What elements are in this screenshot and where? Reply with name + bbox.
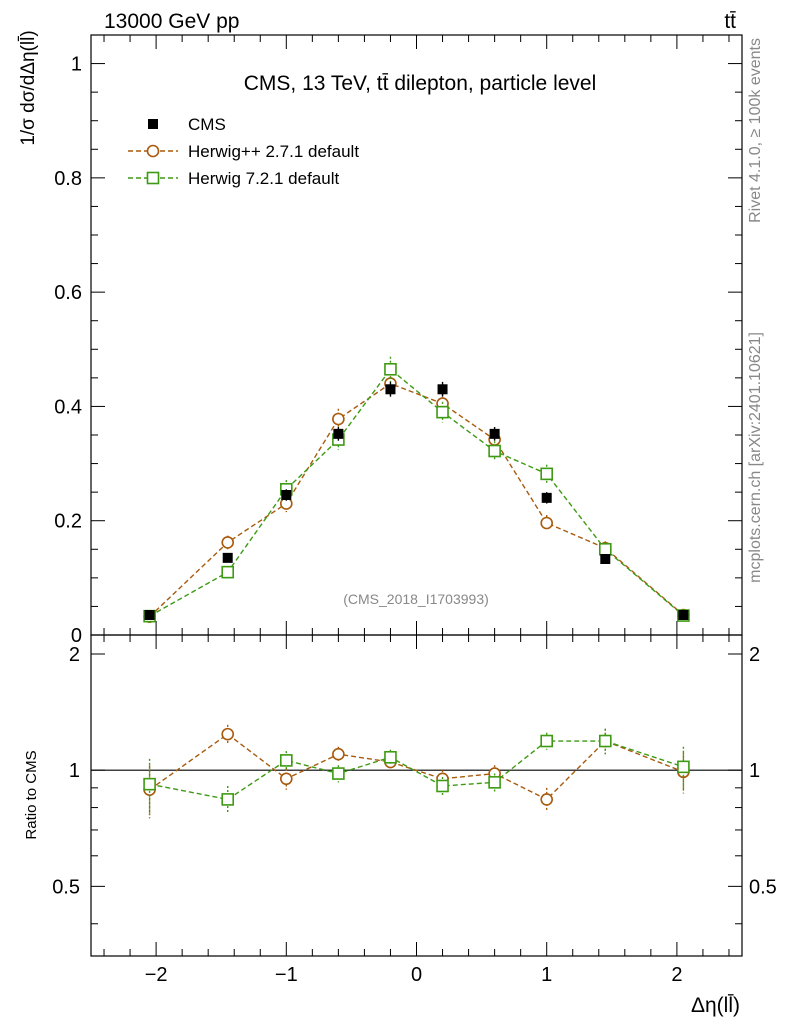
y-axis-label: 1/σ dσ/dΔη(ll̄) [18,30,39,145]
ratio-data-point [279,772,293,786]
x-tick-label: −2 [145,964,168,986]
y-tick-label: 0.8 [54,168,82,190]
ratio-series-group [143,724,690,819]
legend-item: CMS [148,115,226,134]
main-series-data [144,381,689,620]
main-data-point [384,362,397,376]
main-data-point [489,428,500,439]
x-axis-label: Δη(ll̄) [691,993,740,1017]
chart-title: CMS, 13 TeV, tt̄ dilepton, particle leve… [244,72,597,95]
ratio-tick-label: 1 [69,760,80,782]
ratio-tick-label-right: 2 [749,644,760,666]
x-tick-label: −1 [275,964,298,986]
ratio-data-point [488,776,501,789]
legend-marker [146,144,160,158]
main-data-point [540,467,554,481]
y-tick-label: 0.2 [54,511,82,533]
main-data-point [144,610,155,620]
main-series-line [149,368,684,617]
axis-tick-labels: −2 −1 0 1 200.20.40.60.810.5 0.51 12 2 [52,54,777,986]
ratio-data-point [436,779,449,793]
ratio-series-line [149,740,684,801]
ratio-data-point [540,734,554,748]
axis-ticks [91,35,742,956]
ratio-data-point [143,777,156,791]
source-label: mcplots.cern.ch [arXiv:2401.10621] [747,332,764,583]
main-data-point [488,444,501,458]
main-data-point [221,536,235,549]
ratio-series-square [143,728,690,814]
rivet-version-label: Rivet 4.1.0, ≥ 100k events [747,38,764,223]
main-data-point [385,384,396,395]
main-data-point [600,554,611,564]
legend-item: Herwig 7.2.1 default [128,169,339,188]
header-final-state-label: tt̄ [724,10,736,33]
ratio-series-circle [143,724,690,819]
main-series-line [149,382,684,618]
analysis-watermark: (CMS_2018_I1703993) [343,591,489,607]
main-series-square [143,356,690,623]
ratio-series-line [149,733,684,801]
ratio-data-point [598,734,612,748]
ratio-data-point [221,727,235,741]
main-data-point [678,610,689,620]
ratio-tick-label: 0.5 [52,876,80,898]
main-series-group [143,356,690,624]
ratio-panel-frame [90,634,743,957]
main-data-point [281,490,292,500]
main-series-circle [143,372,690,624]
main-data-point [332,412,345,426]
ratio-data-point [677,760,690,774]
main-data-point [333,428,344,439]
x-tick-label: 2 [671,964,682,986]
main-data-point [598,542,612,556]
legend-label: Herwig 7.2.1 default [188,169,339,188]
ratio-data-point [384,750,397,764]
main-data-point [437,384,448,395]
header-process-label: 13000 GeV pp [104,10,239,33]
ratio-tick-label-right: 1 [749,760,760,782]
ratio-tick-label: 2 [69,644,80,666]
legend: CMS Herwig++ 2.7.1 default Herwig 7.2.1 de… [128,115,359,188]
main-data-point [221,565,235,579]
y-tick-label: 0.4 [54,396,82,418]
ratio-tick-label-right: 0.5 [749,876,777,898]
x-tick-label: 0 [411,964,422,986]
x-tick-label: 1 [541,964,552,986]
legend-label: Herwig++ 2.7.1 default [188,142,359,161]
ratio-data-point [279,754,293,767]
ratio-axis-label: Ratio to CMS [23,750,40,839]
legend-marker [148,119,158,129]
y-tick-label: 0.6 [54,282,82,304]
legend-item: Herwig++ 2.7.1 default [128,142,359,161]
y-tick-label: 1 [71,54,82,76]
main-data-point [222,552,233,563]
legend-label: CMS [188,115,226,134]
y-tick-label: 0 [71,625,82,647]
ratio-data-point [332,747,345,761]
main-data-point [540,516,554,530]
ratio-data-point [540,793,554,806]
main-data-point [541,492,552,503]
ratio-data-point [221,793,235,806]
main-data-point [436,405,449,419]
ratio-data-point [332,767,345,780]
legend-marker [146,171,160,185]
